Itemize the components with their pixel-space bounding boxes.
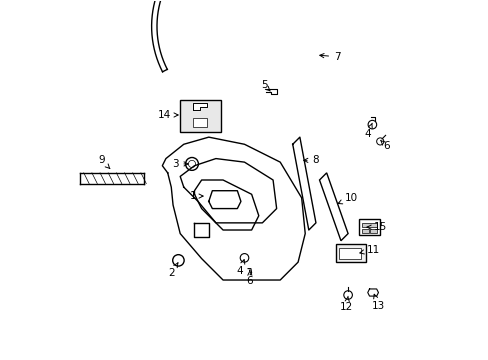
Polygon shape [319, 173, 347, 241]
Bar [361, 229, 368, 233]
Bar [358, 219, 380, 235]
Bar [192, 118, 206, 127]
Text: 7: 7 [319, 52, 340, 62]
Text: 10: 10 [337, 193, 358, 204]
Text: 4: 4 [364, 123, 371, 139]
Bar [339, 248, 360, 259]
Text: 2: 2 [167, 263, 178, 278]
Text: 5: 5 [260, 80, 270, 91]
Text: 13: 13 [371, 294, 384, 311]
Bar [180, 100, 221, 132]
Text: 14: 14 [158, 110, 178, 120]
Text: 15: 15 [366, 222, 386, 232]
Bar [369, 229, 377, 233]
Text: 4: 4 [236, 260, 244, 276]
Text: 8: 8 [303, 156, 319, 165]
Bar [361, 223, 377, 227]
Bar [335, 244, 365, 262]
Text: 9: 9 [98, 156, 110, 168]
Text: 11: 11 [359, 245, 379, 255]
Text: 12: 12 [339, 296, 352, 312]
Text: 6: 6 [380, 140, 389, 151]
Text: 1: 1 [189, 191, 203, 201]
Text: 6: 6 [246, 270, 253, 286]
Polygon shape [192, 103, 206, 111]
Text: 3: 3 [171, 159, 188, 169]
